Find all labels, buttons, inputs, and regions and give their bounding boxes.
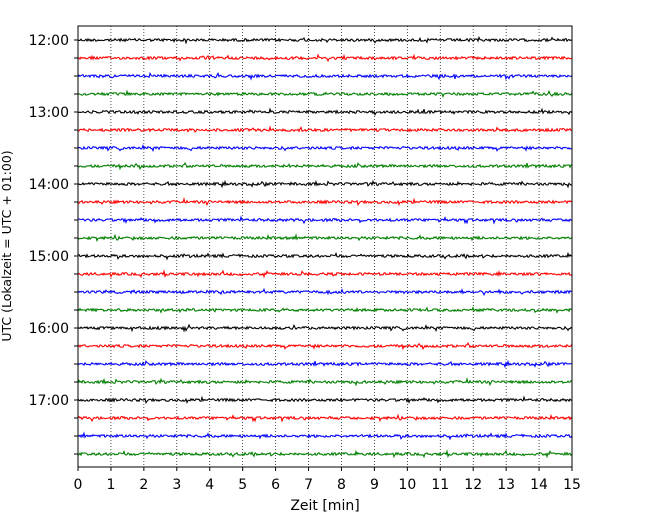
y-tick-label: 13:00 <box>29 105 69 121</box>
trace-line <box>77 144 573 153</box>
x-tick-label: 9 <box>370 477 379 493</box>
x-axis-ticks: 0 1 2 3 4 5 6 7 8 9 10 11 12 13 14 15 <box>74 467 581 493</box>
trace-line <box>77 53 573 63</box>
trace-line <box>77 395 573 405</box>
x-tick-label: 1 <box>106 477 115 493</box>
y-tick-label: 16:00 <box>29 321 69 337</box>
trace-line <box>77 306 573 314</box>
x-tick-label: 4 <box>205 477 214 493</box>
trace-line <box>77 179 573 189</box>
trace-line <box>77 449 573 459</box>
x-tick-label: 15 <box>563 477 581 493</box>
x-tick-label: 7 <box>304 477 313 493</box>
y-tick-label: 12:00 <box>29 33 69 49</box>
trace-line <box>77 251 573 261</box>
trace-line <box>77 125 573 133</box>
trace-line <box>77 107 573 117</box>
trace-line <box>77 269 573 279</box>
x-tick-label: 3 <box>172 477 181 493</box>
y-tick-label: 15:00 <box>29 249 69 265</box>
trace-line <box>77 342 573 351</box>
trace-line <box>77 89 573 99</box>
x-axis-label: Zeit [min] <box>290 498 359 514</box>
x-tick-label: 13 <box>497 477 515 493</box>
x-tick-label: 6 <box>271 477 280 493</box>
x-tick-label: 11 <box>431 477 449 493</box>
trace-line <box>77 413 573 423</box>
x-tick-label: 0 <box>74 477 83 493</box>
trace-line <box>77 323 573 333</box>
trace-line <box>77 377 573 387</box>
x-tick-label: 10 <box>398 477 416 493</box>
trace-line <box>77 197 573 207</box>
trace-line <box>77 431 573 441</box>
trace-line <box>77 233 573 243</box>
x-tick-label: 5 <box>238 477 247 493</box>
trace-line <box>77 71 573 81</box>
y-axis-ticks: 12:00 13:00 14:00 15:00 16:00 17:00 <box>29 33 78 455</box>
traces <box>77 35 573 459</box>
x-tick-label: 8 <box>337 477 346 493</box>
y-axis-label: UTC (Lokalzeit = UTC + 01:00) <box>0 150 14 341</box>
trace-line <box>77 161 573 171</box>
x-tick-label: 2 <box>139 477 148 493</box>
x-tick-label: 14 <box>530 477 548 493</box>
plot-frame <box>77 25 573 468</box>
y-tick-label: 17:00 <box>29 393 69 409</box>
x-tick-label: 12 <box>464 477 482 493</box>
trace-line <box>77 287 573 297</box>
trace-line <box>77 359 573 369</box>
trace-line <box>77 35 573 45</box>
trace-line <box>77 215 573 225</box>
y-tick-label: 14:00 <box>29 177 69 193</box>
